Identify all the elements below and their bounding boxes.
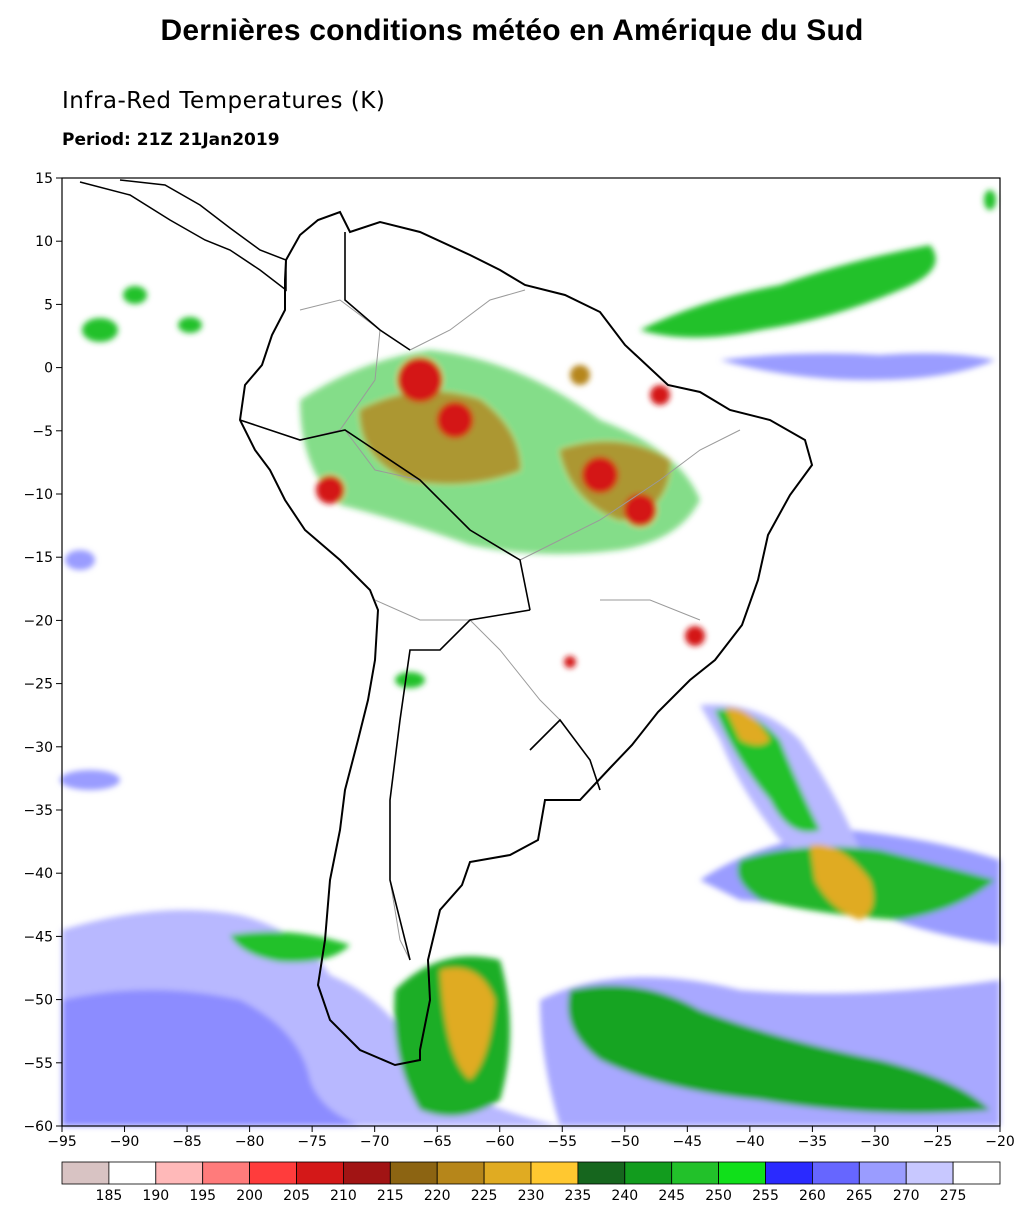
lon-tick-label: −60: [485, 1134, 515, 1150]
country-borders-bold: [239, 232, 601, 961]
lon-tick-label: −90: [110, 1134, 140, 1150]
cloud-field: [60, 190, 1000, 1126]
legend-label: 230: [518, 1188, 545, 1204]
lat-tick-label: 5: [44, 297, 53, 313]
lat-tick-label: −25: [23, 677, 53, 693]
lon-tick-label: −65: [422, 1134, 452, 1150]
legend-label: 265: [846, 1188, 873, 1204]
legend-swatch: [61, 1161, 110, 1185]
lon-tick-label: −85: [172, 1134, 202, 1150]
legend-label: 190: [142, 1188, 169, 1204]
legend-label: 185: [96, 1188, 123, 1204]
latitude-axis: 15 10 5 0 −5 −10 −15 −20 −25 −30 −35 −40 −45 −50 −55 −6…: [23, 171, 62, 1135]
page-title: Dernières conditions météo en Amérique d…: [160, 14, 864, 47]
legend-swatch: [624, 1161, 673, 1185]
lon-tick-label: −20: [985, 1134, 1015, 1150]
legend-label: 220: [424, 1188, 451, 1204]
color-legend: 185 190 195 200 205 210 215 220 225 230 235 240 245 2…: [61, 1161, 1001, 1204]
legend-swatch: [342, 1161, 391, 1185]
lat-tick-label: −30: [23, 740, 53, 756]
coastline: [238, 210, 814, 1067]
lat-tick-label: −45: [23, 929, 53, 945]
lon-tick-label: −45: [673, 1134, 703, 1150]
legend-label: 255: [752, 1188, 779, 1204]
lat-tick-label: −15: [23, 550, 53, 566]
legend-label: 245: [658, 1188, 685, 1204]
lat-tick-label: 0: [44, 361, 53, 377]
lon-tick-label: −75: [297, 1134, 327, 1150]
lon-tick-label: −25: [923, 1134, 953, 1150]
longitude-axis: −95 −90 −85 −80 −75 −70 −65 −60 −55 −50 −45 −40 −35 −…: [47, 1126, 1015, 1150]
lat-tick-label: 15: [35, 171, 53, 187]
lon-tick-label: −70: [360, 1134, 390, 1150]
lon-tick-label: −55: [547, 1134, 577, 1150]
legend-label: 260: [799, 1188, 826, 1204]
legend-swatch: [108, 1161, 157, 1185]
legend-swatch: [718, 1161, 766, 1185]
lon-tick-label: −50: [610, 1134, 640, 1150]
lat-tick-label: −55: [23, 1056, 53, 1072]
legend-swatch: [812, 1161, 860, 1185]
legend-swatch: [952, 1161, 1001, 1185]
lat-tick-label: −35: [23, 803, 53, 819]
lat-tick-label: −50: [23, 993, 53, 1009]
legend-swatch: [155, 1161, 204, 1185]
legend-label: 210: [330, 1188, 357, 1204]
lat-tick-label: 10: [35, 234, 53, 250]
legend-label: 205: [283, 1188, 310, 1204]
map-period: Period: 21Z 21Jan2019: [62, 130, 280, 150]
legend-swatch: [483, 1161, 532, 1185]
legend-swatch: [530, 1161, 579, 1185]
lat-tick-label: −20: [23, 613, 53, 629]
legend-label: 215: [377, 1188, 404, 1204]
lon-tick-label: −35: [798, 1134, 828, 1150]
legend-label: 200: [236, 1188, 263, 1204]
map-title: Infra-Red Temperatures (K): [62, 88, 386, 114]
legend-label: 275: [940, 1188, 967, 1204]
lat-tick-label: −10: [23, 487, 53, 503]
legend-swatch: [296, 1161, 344, 1185]
legend-swatch: [858, 1161, 907, 1185]
map-plot-area: [60, 177, 1001, 1127]
central-america-coast: [79, 179, 287, 292]
legend-label: 270: [893, 1188, 920, 1204]
legend-label: 240: [611, 1188, 638, 1204]
legend-swatch: [577, 1161, 626, 1185]
legend-label: 235: [565, 1188, 592, 1204]
lon-tick-label: −30: [860, 1134, 890, 1150]
legend-swatch: [905, 1161, 954, 1185]
lat-tick-label: −60: [23, 1119, 53, 1135]
lon-tick-label: −95: [47, 1134, 77, 1150]
legend-swatch: [202, 1161, 250, 1185]
legend-label: 250: [705, 1188, 732, 1204]
legend-swatch: [671, 1161, 720, 1185]
lon-tick-label: −80: [235, 1134, 265, 1150]
legend-swatch: [765, 1161, 813, 1185]
lon-tick-label: −40: [735, 1134, 765, 1150]
lat-tick-label: −5: [32, 424, 53, 440]
legend-swatch: [389, 1161, 438, 1185]
legend-label: 195: [189, 1188, 216, 1204]
legend-swatch: [436, 1161, 485, 1185]
lat-tick-label: −40: [23, 866, 53, 882]
plot-frame: [61, 177, 1001, 1127]
legend-swatch: [249, 1161, 297, 1185]
legend-label: 225: [471, 1188, 498, 1204]
